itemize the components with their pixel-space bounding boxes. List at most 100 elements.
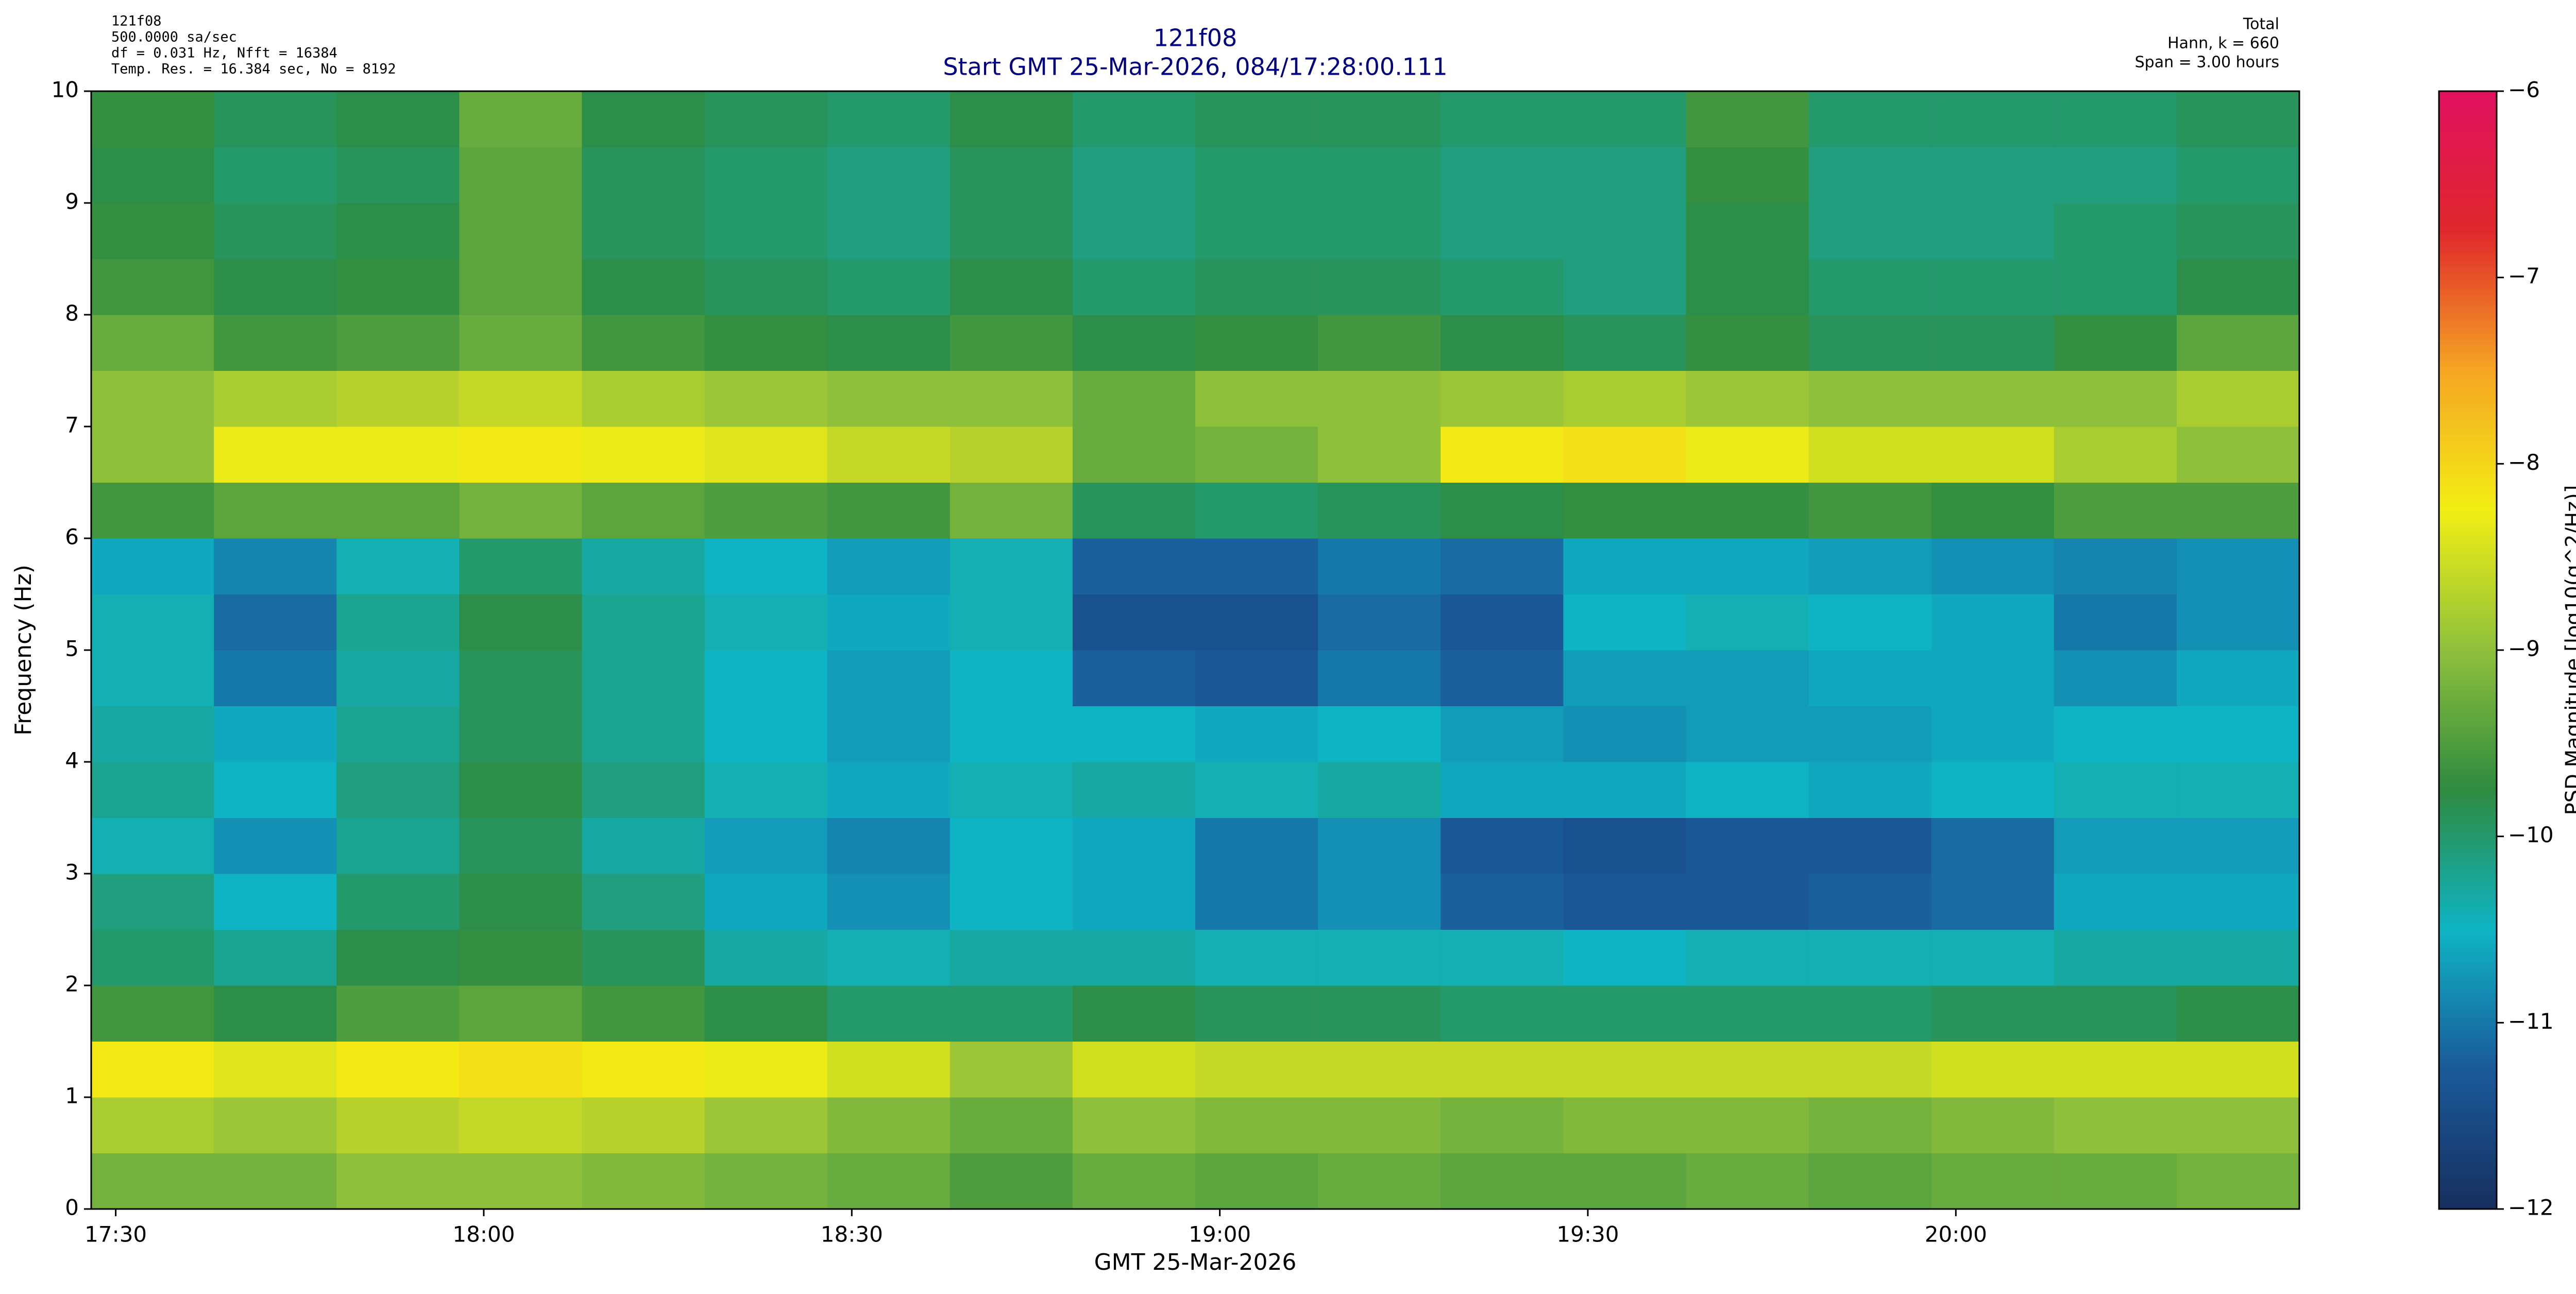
y-tick-label: 10 xyxy=(52,77,79,103)
heatmap-cell xyxy=(950,594,1073,651)
heatmap-cell xyxy=(1808,147,1932,203)
y-tick-label: 5 xyxy=(65,636,79,661)
heatmap-cell xyxy=(214,985,337,1042)
heatmap-cell xyxy=(2176,985,2300,1042)
heatmap-cell xyxy=(214,1041,337,1098)
heatmap-cell xyxy=(827,594,951,651)
heatmap-cell xyxy=(91,370,214,427)
heatmap-cell xyxy=(336,762,460,818)
heatmap-cell xyxy=(827,259,951,315)
heatmap-cell xyxy=(1318,427,1441,483)
heatmap-cell xyxy=(336,874,460,930)
heatmap-cell xyxy=(1686,874,1809,930)
heatmap-cell xyxy=(704,203,828,259)
info-right: Hann, k = 660 xyxy=(2167,35,2279,53)
heatmap-cell xyxy=(336,427,460,483)
info-left: Temp. Res. = 16.384 sec, No = 8192 xyxy=(111,61,396,77)
heatmap-cell xyxy=(1686,1153,1809,1210)
y-tick-label: 6 xyxy=(65,524,79,550)
heatmap-cell xyxy=(1686,818,1809,874)
heatmap-cell xyxy=(1686,985,1809,1042)
heatmap-cell xyxy=(336,1153,460,1210)
heatmap-cell xyxy=(2054,259,2177,315)
heatmap-cell xyxy=(214,818,337,874)
heatmap-cell xyxy=(2176,762,2300,818)
heatmap-cell xyxy=(827,482,951,539)
heatmap-cell xyxy=(1808,874,1932,930)
heatmap-cell xyxy=(2176,482,2300,539)
heatmap-cell xyxy=(2054,147,2177,203)
heatmap-cell xyxy=(1072,1041,1196,1098)
heatmap-cell xyxy=(1808,1097,1932,1153)
heatmap-cell xyxy=(1072,650,1196,706)
heatmap-cell xyxy=(827,91,951,147)
heatmap-cell xyxy=(1808,203,1932,259)
heatmap-cell xyxy=(582,203,705,259)
y-tick-label: 1 xyxy=(65,1083,79,1109)
heatmap-cell xyxy=(91,259,214,315)
heatmap-cell xyxy=(827,874,951,930)
heatmap-cell xyxy=(2054,1041,2177,1098)
heatmap-cell xyxy=(1072,818,1196,874)
heatmap-cell xyxy=(1931,427,2055,483)
heatmap-cell xyxy=(950,370,1073,427)
y-tick-label: 4 xyxy=(65,748,79,773)
heatmap-cell xyxy=(582,594,705,651)
heatmap-cell xyxy=(950,538,1073,594)
heatmap-cell xyxy=(459,1153,582,1210)
heatmap-cell xyxy=(1808,762,1932,818)
heatmap-cell xyxy=(1563,818,1686,874)
heatmap-cell xyxy=(1195,1041,1318,1098)
heatmap-cell xyxy=(1318,203,1441,259)
heatmap-cell xyxy=(1931,259,2055,315)
x-tick-label: 17:30 xyxy=(84,1222,147,1247)
heatmap-cell xyxy=(1931,818,2055,874)
heatmap-cell xyxy=(2176,1041,2300,1098)
heatmap-cell xyxy=(2176,370,2300,427)
heatmap-cell xyxy=(1563,1153,1686,1210)
heatmap-cell xyxy=(91,985,214,1042)
heatmap-cell xyxy=(2054,594,2177,651)
heatmap-cell xyxy=(1931,1041,2055,1098)
heatmap-cell xyxy=(1563,203,1686,259)
heatmap-cell xyxy=(459,147,582,203)
heatmap-cell xyxy=(1808,1041,1932,1098)
heatmap-cell xyxy=(91,818,214,874)
heatmap-cell xyxy=(1072,147,1196,203)
heatmap-cell xyxy=(1072,929,1196,986)
heatmap-cell xyxy=(1808,427,1932,483)
heatmap-cell xyxy=(1318,929,1441,986)
heatmap-cell xyxy=(336,482,460,539)
heatmap-cell xyxy=(1931,203,2055,259)
heatmap-cell xyxy=(214,650,337,706)
heatmap-cell xyxy=(214,370,337,427)
heatmap-cell xyxy=(214,594,337,651)
heatmap-cell xyxy=(1072,259,1196,315)
heatmap-cell xyxy=(1686,929,1809,986)
heatmap-cell xyxy=(336,91,460,147)
heatmap-cell xyxy=(582,1153,705,1210)
heatmap-cell xyxy=(1440,259,1564,315)
heatmap-cell xyxy=(1563,929,1686,986)
info-left: 121f08 xyxy=(111,13,162,29)
heatmap-cell xyxy=(704,874,828,930)
heatmap-cell xyxy=(2176,1153,2300,1210)
heatmap-cell xyxy=(827,706,951,762)
heatmap-cell xyxy=(336,985,460,1042)
heatmap-cell xyxy=(950,706,1073,762)
heatmap-cell xyxy=(214,427,337,483)
heatmap-cell xyxy=(2176,874,2300,930)
heatmap-cell xyxy=(1072,706,1196,762)
heatmap-cell xyxy=(1808,650,1932,706)
heatmap-cell xyxy=(1318,1041,1441,1098)
heatmap-cell xyxy=(1563,985,1686,1042)
heatmap-cell xyxy=(1686,203,1809,259)
heatmap-cell xyxy=(2176,1097,2300,1153)
heatmap-cell xyxy=(459,1097,582,1153)
heatmap-cell xyxy=(1563,762,1686,818)
heatmap-cell xyxy=(459,91,582,147)
heatmap-cell xyxy=(2054,874,2177,930)
heatmap-cell xyxy=(1808,370,1932,427)
heatmap-cell xyxy=(950,1097,1073,1153)
heatmap-cell xyxy=(1931,650,2055,706)
